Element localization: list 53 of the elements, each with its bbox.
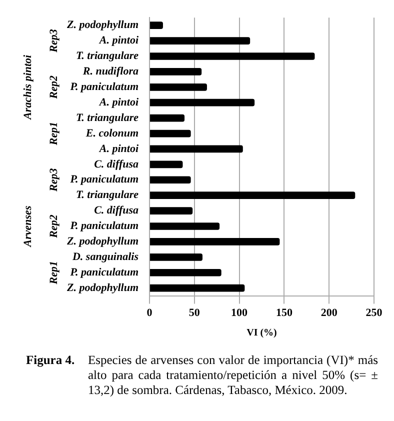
y-tick-label: Z. podophyllum xyxy=(66,19,139,32)
bar xyxy=(150,130,191,138)
text: Arachis pintoi xyxy=(22,54,34,120)
y-tick-label: T. triangulare xyxy=(76,112,139,124)
bar xyxy=(150,83,207,91)
y-tick-label: C. diffusa xyxy=(94,158,139,170)
bar xyxy=(150,37,250,44)
bar xyxy=(150,284,245,292)
bar xyxy=(150,222,220,230)
bar xyxy=(150,176,191,184)
bar xyxy=(150,114,185,122)
x-tick-label: 100 xyxy=(231,307,248,320)
x-tick-label: 150 xyxy=(276,307,293,320)
bar xyxy=(150,68,202,76)
text: Rep1 xyxy=(48,261,60,286)
y-tick-label: P. paniculatum xyxy=(70,220,139,232)
text: Rep3 xyxy=(48,168,60,192)
y-tick-label: R. nudiflora xyxy=(82,66,139,78)
bar xyxy=(150,22,163,29)
x-axis-title: VI (%) xyxy=(246,328,277,339)
bar xyxy=(150,268,222,276)
x-tick-label: 200 xyxy=(320,307,338,320)
y-tick-label: A. pintoi xyxy=(98,96,140,108)
x-tick-label: 0 xyxy=(146,307,153,320)
y-tick-label: Z. podophyllum xyxy=(66,282,139,294)
y-tick-label: A. pintoi xyxy=(98,34,140,47)
y-tick-label: A. pintoi xyxy=(98,142,140,155)
bar xyxy=(150,238,280,246)
bar xyxy=(150,98,255,106)
bar xyxy=(150,52,315,60)
y-tick-label: P. paniculatum xyxy=(70,80,139,93)
bar xyxy=(150,192,356,200)
bar xyxy=(150,253,202,261)
text: Arvenses xyxy=(22,206,34,248)
y-tick-label: Z. podophyllum xyxy=(66,236,139,248)
y-tick-label: E. colonum xyxy=(84,127,139,140)
y-tick-label: P. paniculatum xyxy=(70,266,139,278)
x-tick-label: 50 xyxy=(188,307,200,320)
text: Rep2 xyxy=(48,214,60,239)
x-tick-label: 250 xyxy=(366,307,383,320)
text: Especies de arvenses con valor de importancia (VI)* más alto para cada tratamiento/repetición a nivel 50% (s= ± 13,2) de sombra. Cárdenas, Tabasco, México. 2009. xyxy=(88,353,379,398)
bar xyxy=(150,207,193,214)
bar xyxy=(150,145,243,153)
text: Rep1 xyxy=(48,122,60,146)
y-tick-label: T. triangulare xyxy=(76,50,139,62)
y-tick-label: P. paniculatum xyxy=(70,174,139,186)
y-tick-label: T. triangulare xyxy=(76,189,139,202)
bar xyxy=(150,160,183,168)
text: Rep2 xyxy=(48,75,60,100)
y-tick-label: C. diffusa xyxy=(94,204,139,217)
text: Figura 4. xyxy=(26,353,76,369)
y-tick-label: D. sanguinalis xyxy=(71,251,139,264)
text: Rep3 xyxy=(48,28,60,54)
